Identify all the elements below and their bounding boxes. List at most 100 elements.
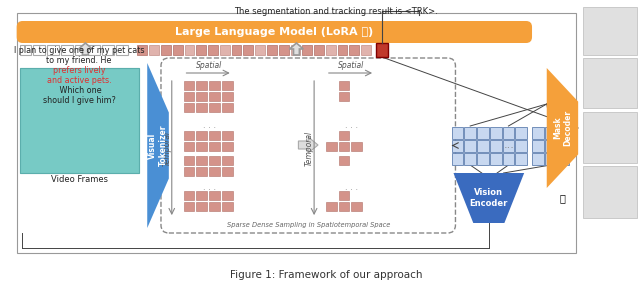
Bar [545,140,557,152]
Bar [583,166,637,218]
Bar [351,202,362,211]
Bar [222,191,232,200]
Bar [173,45,182,55]
Bar [184,103,195,112]
Bar [557,140,570,152]
Polygon shape [289,43,303,55]
Bar [339,92,349,101]
Bar [477,153,489,165]
Text: Spatial: Spatial [196,61,222,70]
Bar [545,127,557,139]
Bar [222,202,232,211]
Bar [583,58,637,108]
Text: should I give him?: should I give him? [43,96,116,105]
Text: . . .: . . . [345,121,358,130]
Bar [314,45,324,55]
Text: . . .: . . . [345,183,358,192]
Bar [477,140,489,152]
Bar [209,92,220,101]
Text: Vision
Encoder: Vision Encoder [470,188,508,208]
Bar [222,92,232,101]
Bar [515,140,527,152]
Bar [339,142,349,151]
Text: Which one: Which one [57,86,102,95]
Bar [339,202,349,211]
Bar [33,45,45,55]
Bar [222,167,232,176]
Bar [17,13,576,253]
Text: Spatial: Spatial [339,61,365,70]
Bar [351,142,362,151]
Bar [339,81,349,90]
Bar [291,45,300,55]
Bar [583,7,637,55]
Bar [338,45,348,55]
Bar [138,45,147,55]
Bar [184,167,195,176]
Bar [196,156,207,165]
Bar [184,156,195,165]
Text: Sparse Dense Sampling in Spatiotemporal Space: Sparse Dense Sampling in Spatiotemporal … [227,222,390,228]
Bar [196,191,207,200]
Text: . . .: . . . [202,183,216,192]
Bar [209,202,220,211]
Bar [116,45,127,55]
Text: Large Language Model (LoRA 🔥): Large Language Model (LoRA 🔥) [175,27,374,37]
Bar [184,131,195,140]
Bar [545,153,557,165]
Text: Video Frames: Video Frames [51,175,108,184]
Text: to my friend. He: to my friend. He [45,56,113,65]
Bar [502,153,515,165]
Bar [532,127,544,139]
Bar [222,131,232,140]
Polygon shape [298,137,318,153]
Polygon shape [547,68,578,188]
Bar [452,140,463,152]
Polygon shape [147,63,169,228]
Bar [376,43,388,57]
Bar [161,45,171,55]
Bar [490,127,502,139]
Text: Temporal: Temporal [163,130,172,166]
Bar [184,191,195,200]
Text: Mask
Decoder: Mask Decoder [553,110,572,146]
Bar [583,112,637,163]
Bar [339,156,349,165]
Text: Figure 1: Framework of our approach: Figure 1: Framework of our approach [230,270,422,280]
Bar [20,68,140,173]
Text: The segmentation and tracking result is <TRK>.: The segmentation and tracking result is … [234,7,438,16]
Bar [209,81,220,90]
Bar [222,156,232,165]
Polygon shape [454,173,524,223]
Bar [209,131,220,140]
Text: prefers lively: prefers lively [53,66,106,75]
Bar [452,127,463,139]
Bar [75,45,86,55]
Bar [490,153,502,165]
Bar [326,202,337,211]
Text: . . .: . . . [202,121,216,130]
Bar [515,127,527,139]
Bar [209,142,220,151]
Bar [184,202,195,211]
Bar [222,81,232,90]
Bar [149,45,159,55]
Bar [302,45,312,55]
Text: ...: ... [504,140,515,151]
Bar [326,142,337,151]
Bar [502,127,515,139]
Bar [464,153,476,165]
Bar [184,92,195,101]
Bar [196,103,207,112]
Bar [196,167,207,176]
Bar [20,68,140,173]
Bar [61,45,72,55]
Bar [196,142,207,151]
Polygon shape [79,43,92,55]
Bar [102,45,114,55]
Bar [196,131,207,140]
Bar [47,45,59,55]
Bar [196,45,206,55]
Bar [196,81,207,90]
Bar [326,45,336,55]
